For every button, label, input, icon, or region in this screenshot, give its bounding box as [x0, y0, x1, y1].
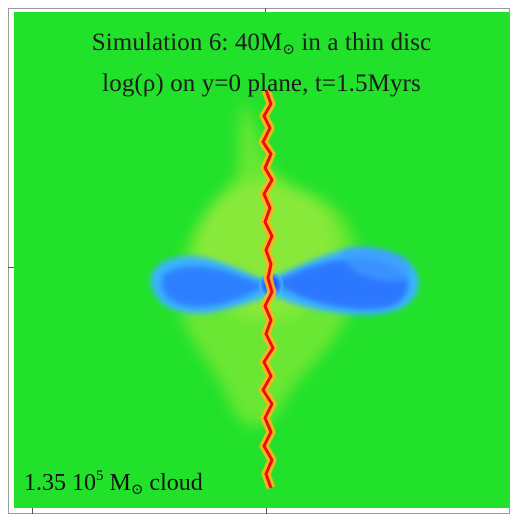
density-slice-image: Simulation 6: 40M⊙ in a thin disc log(ρ)…: [14, 12, 509, 508]
density-map-svg: [150, 88, 419, 490]
bottom-tick-left: [32, 508, 33, 514]
jet-outflow-core: [261, 89, 275, 489]
cloud-mass-exponent: 5: [96, 468, 104, 484]
title-line-1: Simulation 6: 40M⊙ in a thin disc: [14, 26, 509, 67]
figure-title: Simulation 6: 40M⊙ in a thin disc log(ρ)…: [14, 26, 509, 101]
title-line-2: log(ρ) on y=0 plane, t=1.5Myrs: [102, 70, 421, 97]
top-tick-center: [265, 8, 266, 14]
cloud-mass-value: 1.35 10: [24, 470, 96, 496]
bottom-tick-center: [266, 508, 267, 514]
title-line-1-prefix: Simulation 6: 40M: [91, 29, 283, 56]
disc-right-lobe: [342, 247, 410, 282]
cloud-mass-unit: M: [103, 470, 131, 496]
left-tick-middle: [8, 267, 14, 268]
title-line-1-suffix: in a thin disc: [295, 29, 432, 56]
cloud-mass-suffix: cloud: [143, 470, 203, 496]
cloud-mass-label: 1.35 105 M⊙ cloud: [24, 468, 203, 499]
solar-mass-symbol: ⊙: [282, 42, 296, 58]
cloud-mass-solar-symbol: ⊙: [130, 482, 144, 498]
disc-mid-left: [161, 266, 266, 307]
